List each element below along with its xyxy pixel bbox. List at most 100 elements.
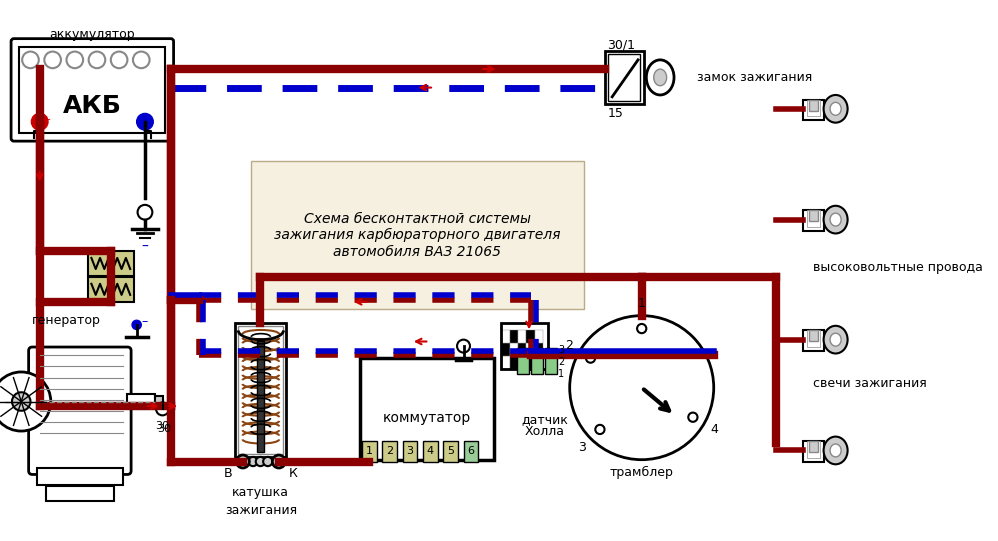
- Bar: [808, 100, 818, 111]
- Ellipse shape: [823, 437, 847, 464]
- Text: АКБ: АКБ: [63, 94, 122, 118]
- Bar: [423, 441, 438, 461]
- FancyBboxPatch shape: [29, 347, 131, 474]
- Bar: [535, 344, 543, 357]
- Circle shape: [689, 413, 698, 422]
- Circle shape: [138, 205, 153, 220]
- Text: +: +: [42, 115, 51, 125]
- Text: 4: 4: [711, 423, 719, 436]
- Bar: [808, 441, 818, 452]
- Circle shape: [132, 320, 142, 329]
- Text: 3: 3: [579, 440, 586, 453]
- Circle shape: [457, 340, 470, 353]
- Text: –: –: [136, 115, 142, 125]
- Bar: [807, 100, 820, 116]
- Circle shape: [586, 353, 595, 362]
- FancyBboxPatch shape: [37, 468, 123, 485]
- Text: –: –: [142, 240, 149, 254]
- Text: датчик: датчик: [521, 413, 568, 426]
- Bar: [526, 357, 535, 369]
- Bar: [808, 331, 818, 341]
- Circle shape: [22, 51, 39, 68]
- Bar: [402, 441, 417, 461]
- Bar: [510, 357, 518, 369]
- Circle shape: [637, 324, 647, 333]
- Bar: [88, 277, 134, 302]
- Text: 3: 3: [558, 345, 565, 355]
- Text: катушка
зажигания: катушка зажигания: [225, 486, 296, 517]
- Circle shape: [67, 51, 83, 68]
- Bar: [605, 51, 644, 104]
- Bar: [526, 344, 535, 357]
- Bar: [518, 344, 526, 357]
- Circle shape: [44, 51, 61, 68]
- Circle shape: [570, 315, 714, 460]
- Text: коммутатор: коммутатор: [383, 411, 471, 425]
- Ellipse shape: [823, 206, 847, 234]
- Bar: [535, 357, 543, 369]
- Bar: [807, 441, 820, 458]
- Text: 1: 1: [638, 297, 646, 310]
- Ellipse shape: [830, 333, 841, 346]
- Bar: [382, 441, 397, 461]
- Text: генератор: генератор: [32, 314, 101, 327]
- Bar: [808, 210, 818, 221]
- Text: замок зажигания: замок зажигания: [698, 71, 812, 84]
- Ellipse shape: [647, 60, 674, 95]
- Circle shape: [133, 51, 150, 68]
- Text: 2: 2: [558, 357, 565, 367]
- Ellipse shape: [654, 69, 667, 85]
- Bar: [510, 344, 518, 357]
- Ellipse shape: [823, 95, 847, 123]
- FancyBboxPatch shape: [11, 38, 174, 141]
- Text: 3: 3: [406, 446, 413, 457]
- Bar: [501, 357, 510, 369]
- Circle shape: [12, 392, 31, 411]
- Bar: [807, 210, 820, 227]
- Text: 2: 2: [565, 339, 573, 352]
- FancyBboxPatch shape: [46, 486, 114, 501]
- Text: высоковольтные провода: высоковольтные провода: [812, 261, 982, 274]
- Bar: [463, 441, 478, 461]
- Bar: [526, 331, 535, 344]
- Bar: [531, 348, 543, 374]
- Circle shape: [137, 114, 154, 130]
- Bar: [518, 357, 526, 369]
- Bar: [517, 348, 529, 374]
- Ellipse shape: [830, 213, 841, 226]
- Bar: [88, 251, 134, 276]
- Bar: [501, 344, 510, 357]
- Text: трамблер: трамблер: [610, 466, 674, 479]
- Bar: [155, 396, 163, 407]
- Bar: [803, 210, 823, 230]
- FancyBboxPatch shape: [251, 161, 584, 309]
- Text: 30: 30: [158, 424, 172, 434]
- Text: 2: 2: [386, 446, 393, 457]
- Text: аккумулятор: аккумулятор: [50, 28, 135, 41]
- Bar: [609, 54, 640, 101]
- Text: свечи зажигания: свечи зажигания: [812, 377, 926, 390]
- Text: 15: 15: [608, 107, 624, 120]
- Text: 1: 1: [366, 446, 373, 457]
- Bar: [545, 348, 557, 374]
- Bar: [128, 394, 155, 409]
- Text: Схема бесконтактной системы
зажигания карбюраторного двигателя
автомобиля ВАЗ 21: Схема бесконтактной системы зажигания ка…: [274, 212, 561, 259]
- Text: Холла: Холла: [525, 425, 565, 438]
- Bar: [803, 100, 823, 120]
- Circle shape: [31, 114, 48, 130]
- Circle shape: [596, 425, 605, 434]
- Bar: [501, 323, 548, 369]
- Circle shape: [0, 372, 51, 431]
- Bar: [501, 331, 510, 344]
- Circle shape: [237, 455, 250, 468]
- Bar: [256, 341, 264, 452]
- Bar: [443, 441, 458, 461]
- Text: 1: 1: [558, 369, 565, 379]
- Circle shape: [89, 51, 105, 68]
- Text: В: В: [225, 467, 233, 480]
- Bar: [19, 47, 166, 133]
- Ellipse shape: [823, 326, 847, 353]
- Text: 4: 4: [427, 446, 434, 457]
- Bar: [803, 441, 823, 461]
- Bar: [518, 331, 526, 344]
